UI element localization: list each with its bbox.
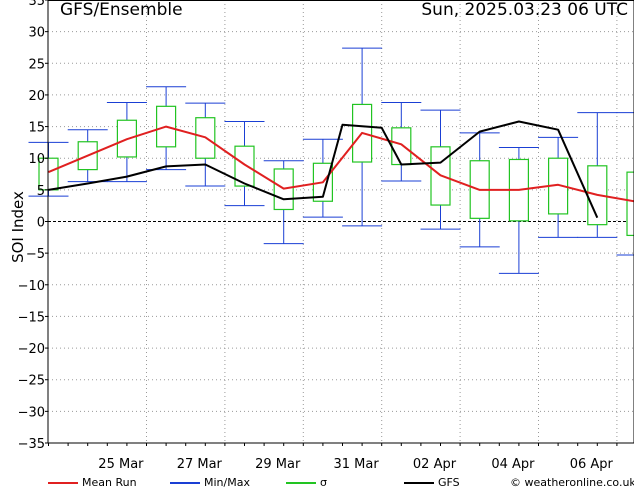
legend-swatch [48, 482, 78, 484]
sigma-box [626, 171, 634, 237]
y-tick-label: −5 [26, 247, 45, 262]
x-tick-label: 25 Mar [98, 457, 144, 472]
legend-swatch [170, 482, 200, 484]
series-lines [48, 120, 634, 219]
legend-label: Min/Max [204, 476, 250, 489]
y-tick-label: 0 [37, 216, 45, 231]
legend-swatch [286, 482, 316, 484]
chart-title: GFS/Ensemble [60, 0, 183, 20]
y-tick-label: 35 [28, 0, 45, 9]
legend-swatch [404, 482, 434, 484]
y-tick-label: 25 [28, 57, 45, 72]
y-tick-label: −20 [18, 342, 45, 357]
sigma-box [234, 145, 255, 187]
legend-item-min-max: Min/Max [170, 476, 250, 489]
y-tick-label: 30 [28, 26, 45, 41]
x-tick-label: 31 Mar [333, 457, 379, 472]
legend-label: σ [320, 476, 327, 489]
y-tick-label: −10 [18, 279, 45, 294]
y-tick-label: −35 [18, 437, 45, 452]
y-tick-label: 15 [28, 121, 45, 136]
y-tick-label: −15 [18, 310, 45, 325]
chart-grid [48, 0, 634, 443]
legend: Mean Run Min/Max σ GFS © weatheronline.c… [0, 474, 634, 490]
y-tick-label: 20 [28, 89, 45, 104]
sigma-boxes [38, 103, 634, 237]
legend-label: GFS [438, 476, 460, 489]
x-tick-label: 29 Mar [255, 457, 301, 472]
x-tick-label: 27 Mar [177, 457, 223, 472]
x-axis-ticks: 25 Mar 27 Mar 29 Mar 31 Mar 02 Apr 04 Apr 06 A… [48, 443, 618, 472]
series-line-gfs [48, 120, 599, 219]
watermark: © weatheronline.co.uk [510, 476, 634, 489]
y-tick-label: −30 [18, 405, 45, 420]
legend-item-mean-run: Mean Run [48, 476, 137, 489]
series-line-mean-run [48, 125, 634, 203]
run-date: Sun, 2025.03.23 06 UTC [421, 0, 628, 20]
x-tick-label: 02 Apr [413, 457, 457, 472]
y-axis-label: SOI Index [9, 191, 27, 263]
legend-item-sigma: σ [286, 476, 327, 489]
legend-label: Mean Run [82, 476, 137, 489]
y-axis-ticks: 35 30 25 20 15 10 5 0 −5 −10 −15 −20 −25 −30 −35 [18, 0, 48, 452]
y-tick-label: −25 [18, 374, 45, 389]
x-tick-label: 04 Apr [491, 457, 535, 472]
y-tick-label: 10 [28, 152, 45, 167]
min-max-whiskers [28, 47, 634, 274]
legend-item-gfs: GFS [404, 476, 460, 489]
y-tick-label: 5 [37, 184, 45, 199]
sigma-box [391, 127, 412, 166]
x-tick-label: 06 Apr [570, 457, 614, 472]
